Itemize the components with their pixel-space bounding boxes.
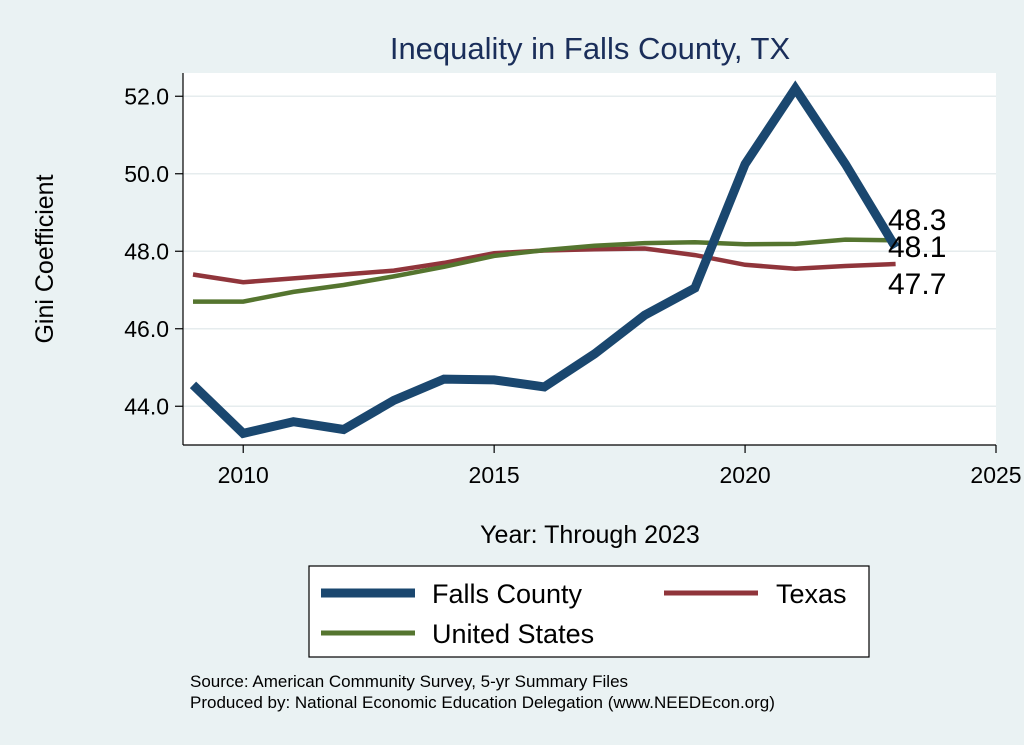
- chart-title: Inequality in Falls County, TX: [390, 31, 791, 66]
- produced-by-note: Produced by: National Economic Education…: [190, 693, 775, 712]
- x-tick-label: 2025: [970, 462, 1021, 488]
- end-label-texas: 47.7: [888, 268, 946, 301]
- end-label-united-states: 48.3: [888, 204, 946, 237]
- y-tick-label: 46.0: [124, 316, 169, 342]
- legend-label-falls-county: Falls County: [432, 579, 583, 609]
- legend-box: [308, 565, 870, 658]
- series-lines: [189, 80, 900, 439]
- y-tick-label: 50.0: [124, 161, 169, 187]
- x-tick-label: 2015: [469, 462, 520, 488]
- source-note: Source: American Community Survey, 5-yr …: [190, 672, 628, 691]
- y-tick-label: 44.0: [124, 393, 169, 419]
- plot-area: [183, 73, 996, 445]
- x-tick-label: 2010: [218, 462, 269, 488]
- y-tick-label: 52.0: [124, 83, 169, 109]
- x-axis-ticks: 2010 2015 2020 2025: [218, 445, 1022, 488]
- y-axis-title: Gini Coefficient: [31, 174, 59, 343]
- series-line-united-states: [193, 237, 896, 304]
- series-line-falls-county: [189, 80, 900, 439]
- end-label-falls-county: 48.1: [888, 231, 946, 264]
- y-axis-ticks: 44.0 46.0 48.0 50.0 52.0: [124, 83, 183, 419]
- legend: Falls County Texas United States: [308, 565, 870, 658]
- legend-label-united-states: United States: [432, 619, 594, 649]
- x-tick-label: 2020: [719, 462, 770, 488]
- y-tick-label: 48.0: [124, 238, 169, 264]
- legend-label-texas: Texas: [776, 579, 847, 609]
- x-axis-title: Year: Through 2023: [480, 521, 700, 549]
